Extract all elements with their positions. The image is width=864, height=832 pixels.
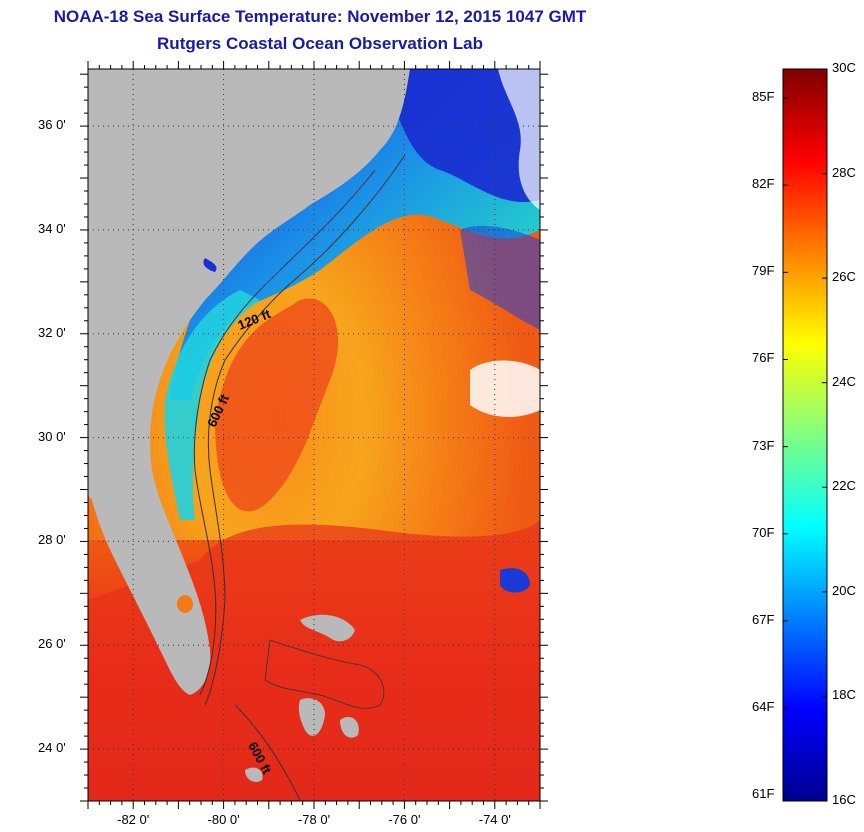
lat-tick-label: 24 0' bbox=[38, 740, 66, 756]
colorbar-celsius-label: 26C bbox=[832, 269, 856, 285]
contour-120ft bbox=[193, 169, 376, 696]
colorbar bbox=[782, 68, 828, 802]
bahamas-island-2 bbox=[298, 698, 325, 736]
lon-tick-label: -74 0' bbox=[478, 812, 511, 827]
cloud-patch-north bbox=[498, 69, 540, 210]
colorbar-celsius-label: 22C bbox=[832, 478, 856, 494]
colorbar-fahrenheit-label: 61F bbox=[752, 786, 775, 802]
bahamas-island-3 bbox=[340, 716, 359, 738]
cold-patch-east bbox=[460, 225, 540, 330]
gulf-stream-core bbox=[215, 298, 339, 512]
contour-600ft bbox=[204, 154, 406, 706]
colorbar-fahrenheit-label: 67F bbox=[752, 611, 775, 627]
graticule bbox=[88, 69, 540, 801]
cold-northeast bbox=[380, 69, 540, 203]
bahamas-island-4 bbox=[245, 767, 263, 782]
colorbar-fahrenheit-label: 82F bbox=[752, 176, 775, 192]
lat-tick-label: 34 0' bbox=[38, 220, 66, 236]
bahamas-island bbox=[300, 614, 355, 642]
lat-tick-label: 32 0' bbox=[38, 324, 66, 340]
lake-okeechobee bbox=[177, 595, 193, 613]
colorbar-celsius-label: 28C bbox=[832, 164, 856, 180]
contour-600ft-south bbox=[234, 704, 301, 801]
map-title: NOAA-18 Sea Surface Temperature: Novembe… bbox=[53, 7, 587, 26]
warm-south-band bbox=[88, 520, 540, 801]
bank-contour bbox=[264, 639, 385, 709]
lon-tick-label: -76 0' bbox=[388, 812, 421, 827]
colorbar-celsius-label: 18C bbox=[832, 687, 856, 703]
lat-tick-label: 36 0' bbox=[38, 117, 66, 133]
lat-tick-label: 30 0' bbox=[38, 428, 66, 444]
colorbar-fahrenheit-label: 79F bbox=[752, 263, 775, 279]
colorbar-fahrenheit-label: 76F bbox=[752, 350, 775, 366]
lon-tick-label: -82 0' bbox=[117, 812, 150, 827]
lake-north bbox=[203, 258, 217, 272]
colorbar-celsius-label: 16C bbox=[832, 792, 856, 807]
us-land bbox=[88, 69, 410, 695]
lat-tick-label: 26 0' bbox=[38, 636, 66, 652]
map-ticks bbox=[80, 61, 548, 809]
colorbar-celsius-label: 20C bbox=[832, 582, 856, 598]
lat-tick-label: 28 0' bbox=[38, 532, 66, 548]
colorbar-fahrenheit-label: 85F bbox=[752, 89, 775, 105]
coastal-band-cool bbox=[164, 290, 260, 520]
colorbar-fahrenheit-label: 64F bbox=[752, 699, 775, 715]
colorbar-ticks bbox=[783, 68, 827, 802]
lon-tick-label: -80 0' bbox=[207, 812, 240, 827]
lon-tick-label: -78 0' bbox=[297, 812, 331, 827]
colorbar-fahrenheit-label: 73F bbox=[752, 437, 775, 453]
cloud-patch bbox=[470, 360, 540, 417]
colorbar-fahrenheit-label: 70F bbox=[752, 524, 775, 540]
map-subtitle: Rutgers Coastal Ocean Observation Lab bbox=[157, 34, 483, 53]
colorbar-celsius-label: 24C bbox=[832, 373, 856, 389]
cold-eddy bbox=[500, 568, 530, 593]
colorbar-celsius-label: 30C bbox=[832, 60, 856, 75]
